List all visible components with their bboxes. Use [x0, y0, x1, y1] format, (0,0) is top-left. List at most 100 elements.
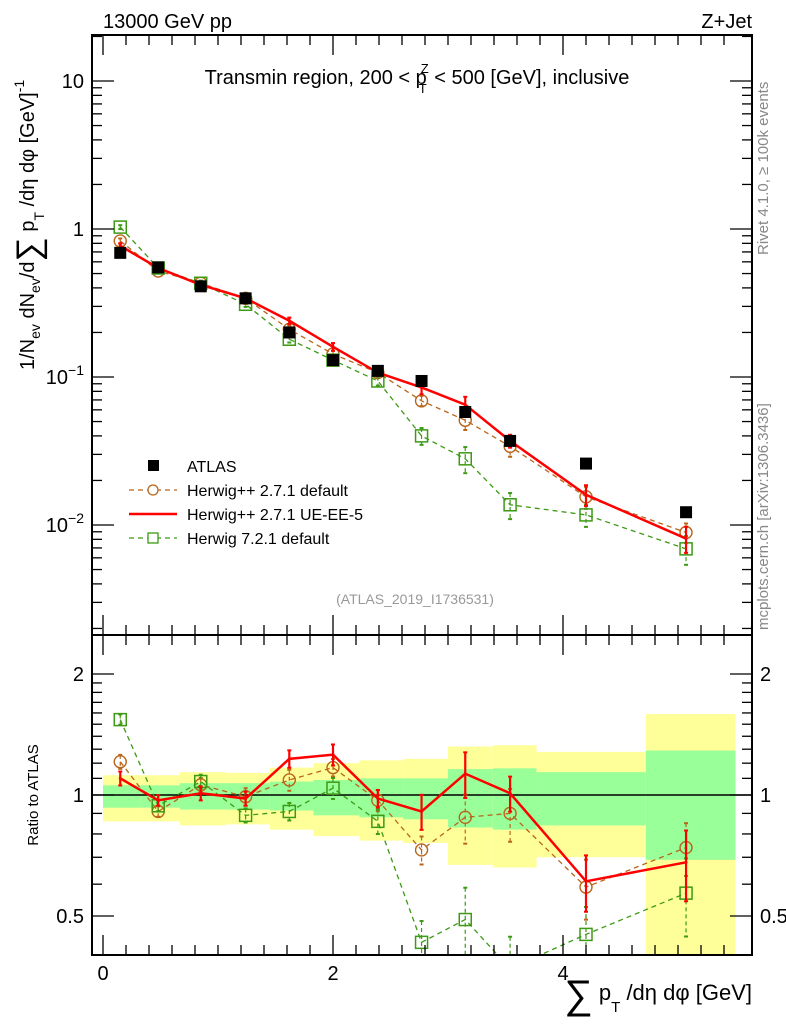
legend-atlas-marker — [148, 460, 159, 471]
main-atlas-point — [194, 280, 207, 293]
ratio-herwig-2-7-1-ue-ee-5-point — [508, 791, 512, 795]
ratio-herwig-2-7-1-default-line — [119, 761, 687, 888]
stat-uncertainty-band — [313, 779, 360, 816]
ratio-y-tick-label-left: 2 — [73, 664, 84, 686]
legend-atlas-label: ATLAS — [187, 459, 237, 476]
main-herwig-2-7-1-ue-ee-5-point — [118, 244, 122, 248]
main-herwig-2-7-1-ue-ee-5-line — [119, 244, 687, 540]
main-herwig-2-7-1-ue-ee-5-point — [684, 537, 688, 541]
main-y-tick-label-base: 10 — [46, 515, 68, 537]
main-atlas-point — [680, 506, 693, 519]
ratio-y-tick-label-left: 0.5 — [56, 906, 84, 928]
ratio-herwig-2-7-1-default-point — [414, 843, 429, 857]
legend-herwig-2-7-1-default-label: Herwig++ 2.7.1 default — [187, 483, 349, 500]
x-tick-label: 4 — [557, 963, 568, 985]
main-y-tick-label-exponent: −1 — [68, 362, 84, 378]
ratio-herwig-2-7-1-ue-ee-5-point — [376, 797, 380, 801]
stat-uncertainty-band — [645, 750, 736, 860]
main-y-tick-label: 10 — [62, 71, 84, 93]
x-tick-label: 0 — [97, 963, 108, 985]
mcplots-source-label: mcplots.cern.ch [arXiv:1306.3436] — [755, 403, 772, 630]
process-label: Z+Jet — [701, 11, 752, 33]
main-herwig-7-2-1-default-point — [458, 452, 472, 466]
ratio-herwig-2-7-1-ue-ee-5-point — [684, 860, 688, 864]
legend-herwig-7-2-1-default-label: Herwig 7.2.1 default — [187, 531, 330, 548]
main-herwig-2-7-1-ue-ee-5-point — [584, 493, 588, 497]
ratio-herwig-7-2-1-default-point — [579, 927, 593, 942]
main-atlas-point — [283, 326, 296, 339]
analysis-id-label: (ATLAS_2019_I1736531) — [336, 591, 494, 607]
ratio-y-tick-label-right: 2 — [760, 664, 771, 686]
main-herwig-7-2-1-default-point — [503, 498, 517, 512]
stat-uncertainty-band — [140, 785, 181, 808]
main-herwig-7-2-1-default-point — [579, 508, 593, 522]
ratio-herwig-2-7-1-ue-ee-5-point — [463, 772, 467, 776]
legend-herwig-2-7-1-ue-ee-5-label: Herwig++ 2.7.1 UE-EE-5 — [187, 507, 363, 524]
ratio-herwig-7-2-1-default-point — [238, 808, 253, 823]
rivet-version-label: Rivet 4.1.0, ≥ 100k events — [755, 82, 772, 255]
main-atlas-point — [152, 261, 165, 274]
ratio-plot-marks — [113, 712, 693, 975]
ratio-herwig-2-7-1-ue-ee-5-point — [584, 879, 588, 883]
ratio-y-tick-label-left: 1 — [73, 785, 84, 807]
ratio-uncertainty-bands — [92, 714, 752, 955]
legend: ATLAS Herwig++ 2.7.1 default Herwig++ 2.7.… — [129, 459, 363, 548]
ratio-y-tick-label-right: 1 — [760, 785, 771, 807]
main-y-tick-label-exponent: −2 — [68, 510, 84, 526]
ratio-herwig-2-7-1-default-point — [458, 810, 472, 825]
energy-label: 13000 GeV pp — [103, 11, 232, 33]
legend-herwig-7-2-1-default-marker — [147, 532, 159, 544]
ratio-herwig-7-2-1-default-point — [414, 935, 429, 950]
main-y-tick-label: 10−1 — [46, 362, 84, 389]
ratio-herwig-2-7-1-ue-ee-5-point — [331, 753, 335, 757]
ratio-herwig-7-2-1-default-point — [458, 912, 472, 927]
stat-uncertainty-band — [359, 778, 404, 818]
ratio-herwig-7-2-1-default-point — [113, 712, 127, 727]
x-axis-label: ∑ pT /dη dφ [GeV] — [564, 973, 752, 1017]
main-atlas-point — [239, 292, 252, 305]
main-y-tick-label: 10−2 — [46, 510, 84, 537]
ratio-herwig-2-7-1-ue-ee-5-point — [199, 791, 203, 795]
ratio-herwig-2-7-1-ue-ee-5-point — [244, 797, 248, 801]
stat-uncertainty-band — [103, 785, 141, 808]
main-plot-marks — [113, 220, 693, 566]
ratio-herwig-2-7-1-default-point — [282, 773, 296, 787]
main-y-tick-label-base: 10 — [46, 367, 68, 389]
ratio-herwig-2-7-1-ue-ee-5-line — [119, 753, 687, 883]
main-y-tick-label-base: 1 — [73, 219, 84, 241]
main-y-axis-label: 1/Nev dNev/d∑ pT /dη dφ [GeV]-1 — [10, 80, 48, 370]
main-atlas-point — [114, 246, 127, 259]
ratio-y-axis-label: Ratio to ATLAS — [25, 744, 42, 845]
main-atlas-point — [327, 354, 339, 367]
main-atlas-point — [459, 406, 472, 419]
ratio-herwig-7-2-1-default-point — [282, 804, 297, 819]
ratio-herwig-2-7-1-ue-ee-5-point — [420, 809, 424, 813]
stat-uncertainty-band — [448, 769, 493, 828]
main-atlas-point — [371, 364, 384, 377]
main-y-tick-label-base: 10 — [62, 71, 84, 93]
ratio-herwig-7-2-1-default-point — [504, 963, 516, 975]
stat-uncertainty-band — [403, 778, 448, 820]
x-tick-label: 2 — [327, 963, 338, 985]
main-atlas-point — [504, 434, 517, 447]
main-atlas-point — [580, 457, 592, 470]
stat-uncertainty-band — [536, 772, 646, 826]
main-herwig-2-7-1-ue-ee-5-point — [287, 319, 291, 323]
legend-herwig-2-7-1-default-marker — [147, 484, 159, 496]
ratio-herwig-2-7-1-ue-ee-5-point — [118, 776, 122, 780]
main-herwig-2-7-1-ue-ee-5-point — [331, 345, 335, 349]
main-herwig-7-2-1-default-point — [414, 429, 429, 443]
ratio-herwig-2-7-1-ue-ee-5-point — [156, 798, 160, 802]
ratio-herwig-7-2-1-default-point — [371, 814, 385, 829]
ratio-herwig-2-7-1-default-point — [113, 755, 127, 769]
ratio-herwig-7-2-1-default-point — [326, 781, 340, 795]
main-herwig-2-7-1-ue-ee-5-point — [463, 403, 467, 407]
main-atlas-point — [415, 374, 428, 387]
main-plot-title: Transmin region, 200 < pTZ < 500 [GeV], … — [205, 61, 630, 96]
main-y-tick-label: 1 — [73, 219, 84, 241]
ratio-y-tick-label-right: 0.5 — [760, 906, 786, 928]
ratio-herwig-2-7-1-ue-ee-5-point — [287, 757, 291, 761]
main-herwig-7-2-1-default-point — [113, 220, 127, 234]
